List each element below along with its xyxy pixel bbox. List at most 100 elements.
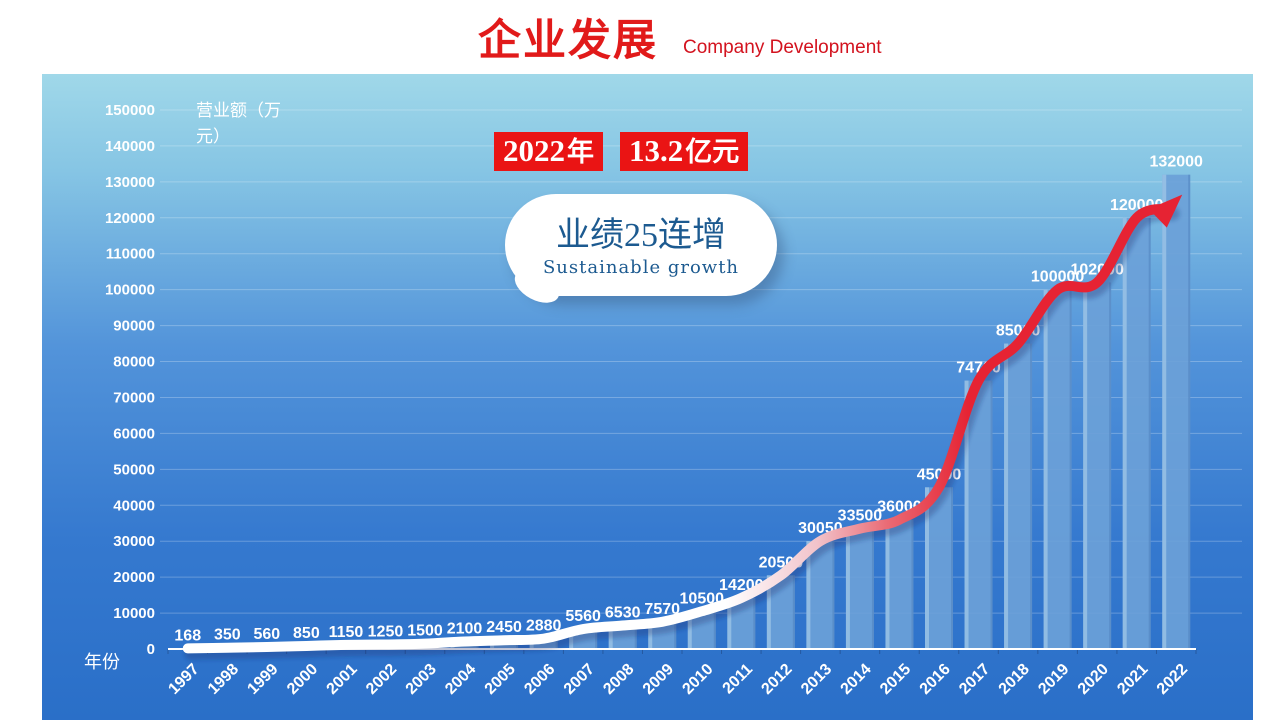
y-tick-label: 30000 bbox=[113, 533, 155, 550]
bar-highlight bbox=[1083, 282, 1088, 649]
bar-shade bbox=[871, 528, 874, 649]
badge-value-chip: 13.2 亿元 bbox=[620, 132, 749, 171]
y-tick-label: 20000 bbox=[113, 569, 155, 586]
bar-highlight bbox=[925, 487, 929, 649]
bar-shade bbox=[1069, 289, 1072, 649]
trend-arrowhead bbox=[1148, 194, 1183, 228]
bar-value-label: 33500 bbox=[838, 508, 883, 525]
bar-value-label: 1250 bbox=[368, 624, 404, 641]
bar bbox=[845, 528, 874, 649]
bar-highlight bbox=[1043, 289, 1048, 649]
year-label: 2011 bbox=[720, 661, 757, 698]
badge-value-number: 13.2 bbox=[629, 133, 684, 168]
bar-shade bbox=[753, 597, 756, 649]
bar-value-label: 1150 bbox=[329, 624, 364, 641]
year-label: 2000 bbox=[284, 661, 321, 698]
bar-shade bbox=[1030, 343, 1033, 649]
bar-highlight bbox=[1122, 217, 1127, 650]
year-label: 2015 bbox=[877, 661, 914, 698]
bar-shade bbox=[674, 621, 677, 649]
y-tick-label: 100000 bbox=[105, 282, 155, 299]
bar-value-label: 6530 bbox=[605, 605, 641, 622]
bar-value-label: 7570 bbox=[644, 601, 680, 618]
bar-shade bbox=[990, 380, 993, 649]
y-tick-label: 60000 bbox=[113, 425, 155, 442]
page-title: 企业发展 bbox=[478, 17, 658, 65]
badge-year-number: 2022 bbox=[503, 133, 565, 168]
bar-highlight bbox=[648, 621, 653, 649]
year-label: 2022 bbox=[1154, 661, 1191, 698]
page-subtitle: Company Development bbox=[683, 37, 882, 58]
year-label: 2012 bbox=[758, 661, 795, 698]
highlight-badge: 2022 年 13.2 亿元 bbox=[494, 132, 749, 171]
bar bbox=[1043, 289, 1072, 649]
bar-shade bbox=[911, 519, 914, 649]
bar-highlight bbox=[1004, 343, 1009, 649]
bar-value-label: 560 bbox=[253, 626, 280, 643]
bar-highlight bbox=[885, 519, 890, 649]
callout-line1: 业绩25连增 bbox=[556, 217, 726, 254]
badge-value-unit: 亿元 bbox=[685, 137, 740, 167]
y-tick-label: 140000 bbox=[105, 138, 155, 155]
year-label: 2013 bbox=[798, 661, 835, 698]
year-label: 2008 bbox=[600, 661, 637, 698]
bar bbox=[1162, 174, 1191, 649]
year-label: 1997 bbox=[165, 661, 202, 698]
callout-bubble: 业绩25连增 Sustainable growth bbox=[505, 194, 777, 296]
y-tick-label: 50000 bbox=[113, 461, 155, 478]
bar-shade bbox=[792, 575, 795, 649]
y-tick-label: 40000 bbox=[113, 497, 155, 514]
y-tick-label: 10000 bbox=[113, 605, 155, 622]
y-tick-label: 70000 bbox=[113, 389, 155, 406]
bar-value-label: 168 bbox=[174, 627, 201, 644]
y-axis-title: 营业额（万元） bbox=[196, 101, 281, 147]
x-axis-title: 年份 bbox=[84, 652, 120, 672]
bar-value-label: 2100 bbox=[447, 620, 483, 637]
y-tick-label: 90000 bbox=[113, 318, 155, 335]
year-label: 2001 bbox=[324, 661, 361, 698]
bar-highlight bbox=[766, 575, 771, 649]
bar-highlight bbox=[806, 541, 811, 649]
year-label: 2004 bbox=[442, 661, 479, 698]
year-label: 1999 bbox=[244, 661, 281, 698]
bar-shade bbox=[832, 541, 835, 649]
bar-shade bbox=[713, 611, 716, 649]
year-label: 2019 bbox=[1035, 661, 1072, 698]
bar-shade bbox=[634, 625, 637, 649]
bar-value-label: 132000 bbox=[1150, 154, 1203, 171]
bar-highlight bbox=[845, 528, 850, 649]
trend-line bbox=[182, 203, 1176, 654]
badge-year-unit: 年 bbox=[567, 137, 594, 167]
year-label: 2007 bbox=[561, 661, 598, 698]
year-label: 2006 bbox=[521, 661, 558, 698]
bar-highlight bbox=[687, 611, 692, 649]
badge-year-chip: 2022 年 bbox=[494, 132, 603, 171]
chart-panel: 0 10000 20000 30000 40000 50000 60000 70000 8000… bbox=[42, 74, 1253, 720]
bar-chart-canvas: 0 10000 20000 30000 40000 50000 60000 70000 8000… bbox=[105, 102, 1242, 698]
y-tick-label: 80000 bbox=[113, 354, 155, 371]
year-label: 2020 bbox=[1075, 661, 1112, 698]
bar bbox=[885, 519, 914, 649]
year-label: 2002 bbox=[363, 661, 400, 698]
year-label: 2003 bbox=[403, 661, 440, 698]
bar bbox=[1004, 343, 1033, 649]
y-tick-label: 130000 bbox=[105, 174, 155, 191]
bar-value-label: 1500 bbox=[407, 623, 443, 640]
bar-shade bbox=[1188, 174, 1191, 649]
y-tick-label: 0 bbox=[147, 641, 155, 658]
bar-shade bbox=[1109, 282, 1112, 649]
year-label: 1998 bbox=[205, 661, 242, 698]
bar-value-label: 850 bbox=[293, 625, 320, 642]
bar bbox=[1083, 282, 1112, 649]
bar-highlight bbox=[727, 597, 732, 649]
y-tick-label: 120000 bbox=[105, 210, 155, 227]
year-label: 2017 bbox=[956, 661, 993, 698]
bar-shade bbox=[951, 487, 953, 649]
bar-highlight bbox=[964, 380, 969, 649]
callout-line2: Sustainable growth bbox=[542, 257, 740, 278]
year-label: 2014 bbox=[838, 661, 875, 698]
year-label: 2005 bbox=[482, 661, 519, 698]
year-label: 2009 bbox=[640, 661, 677, 698]
bar-value-label: 350 bbox=[214, 627, 241, 644]
y-tick-label: 110000 bbox=[106, 246, 155, 263]
